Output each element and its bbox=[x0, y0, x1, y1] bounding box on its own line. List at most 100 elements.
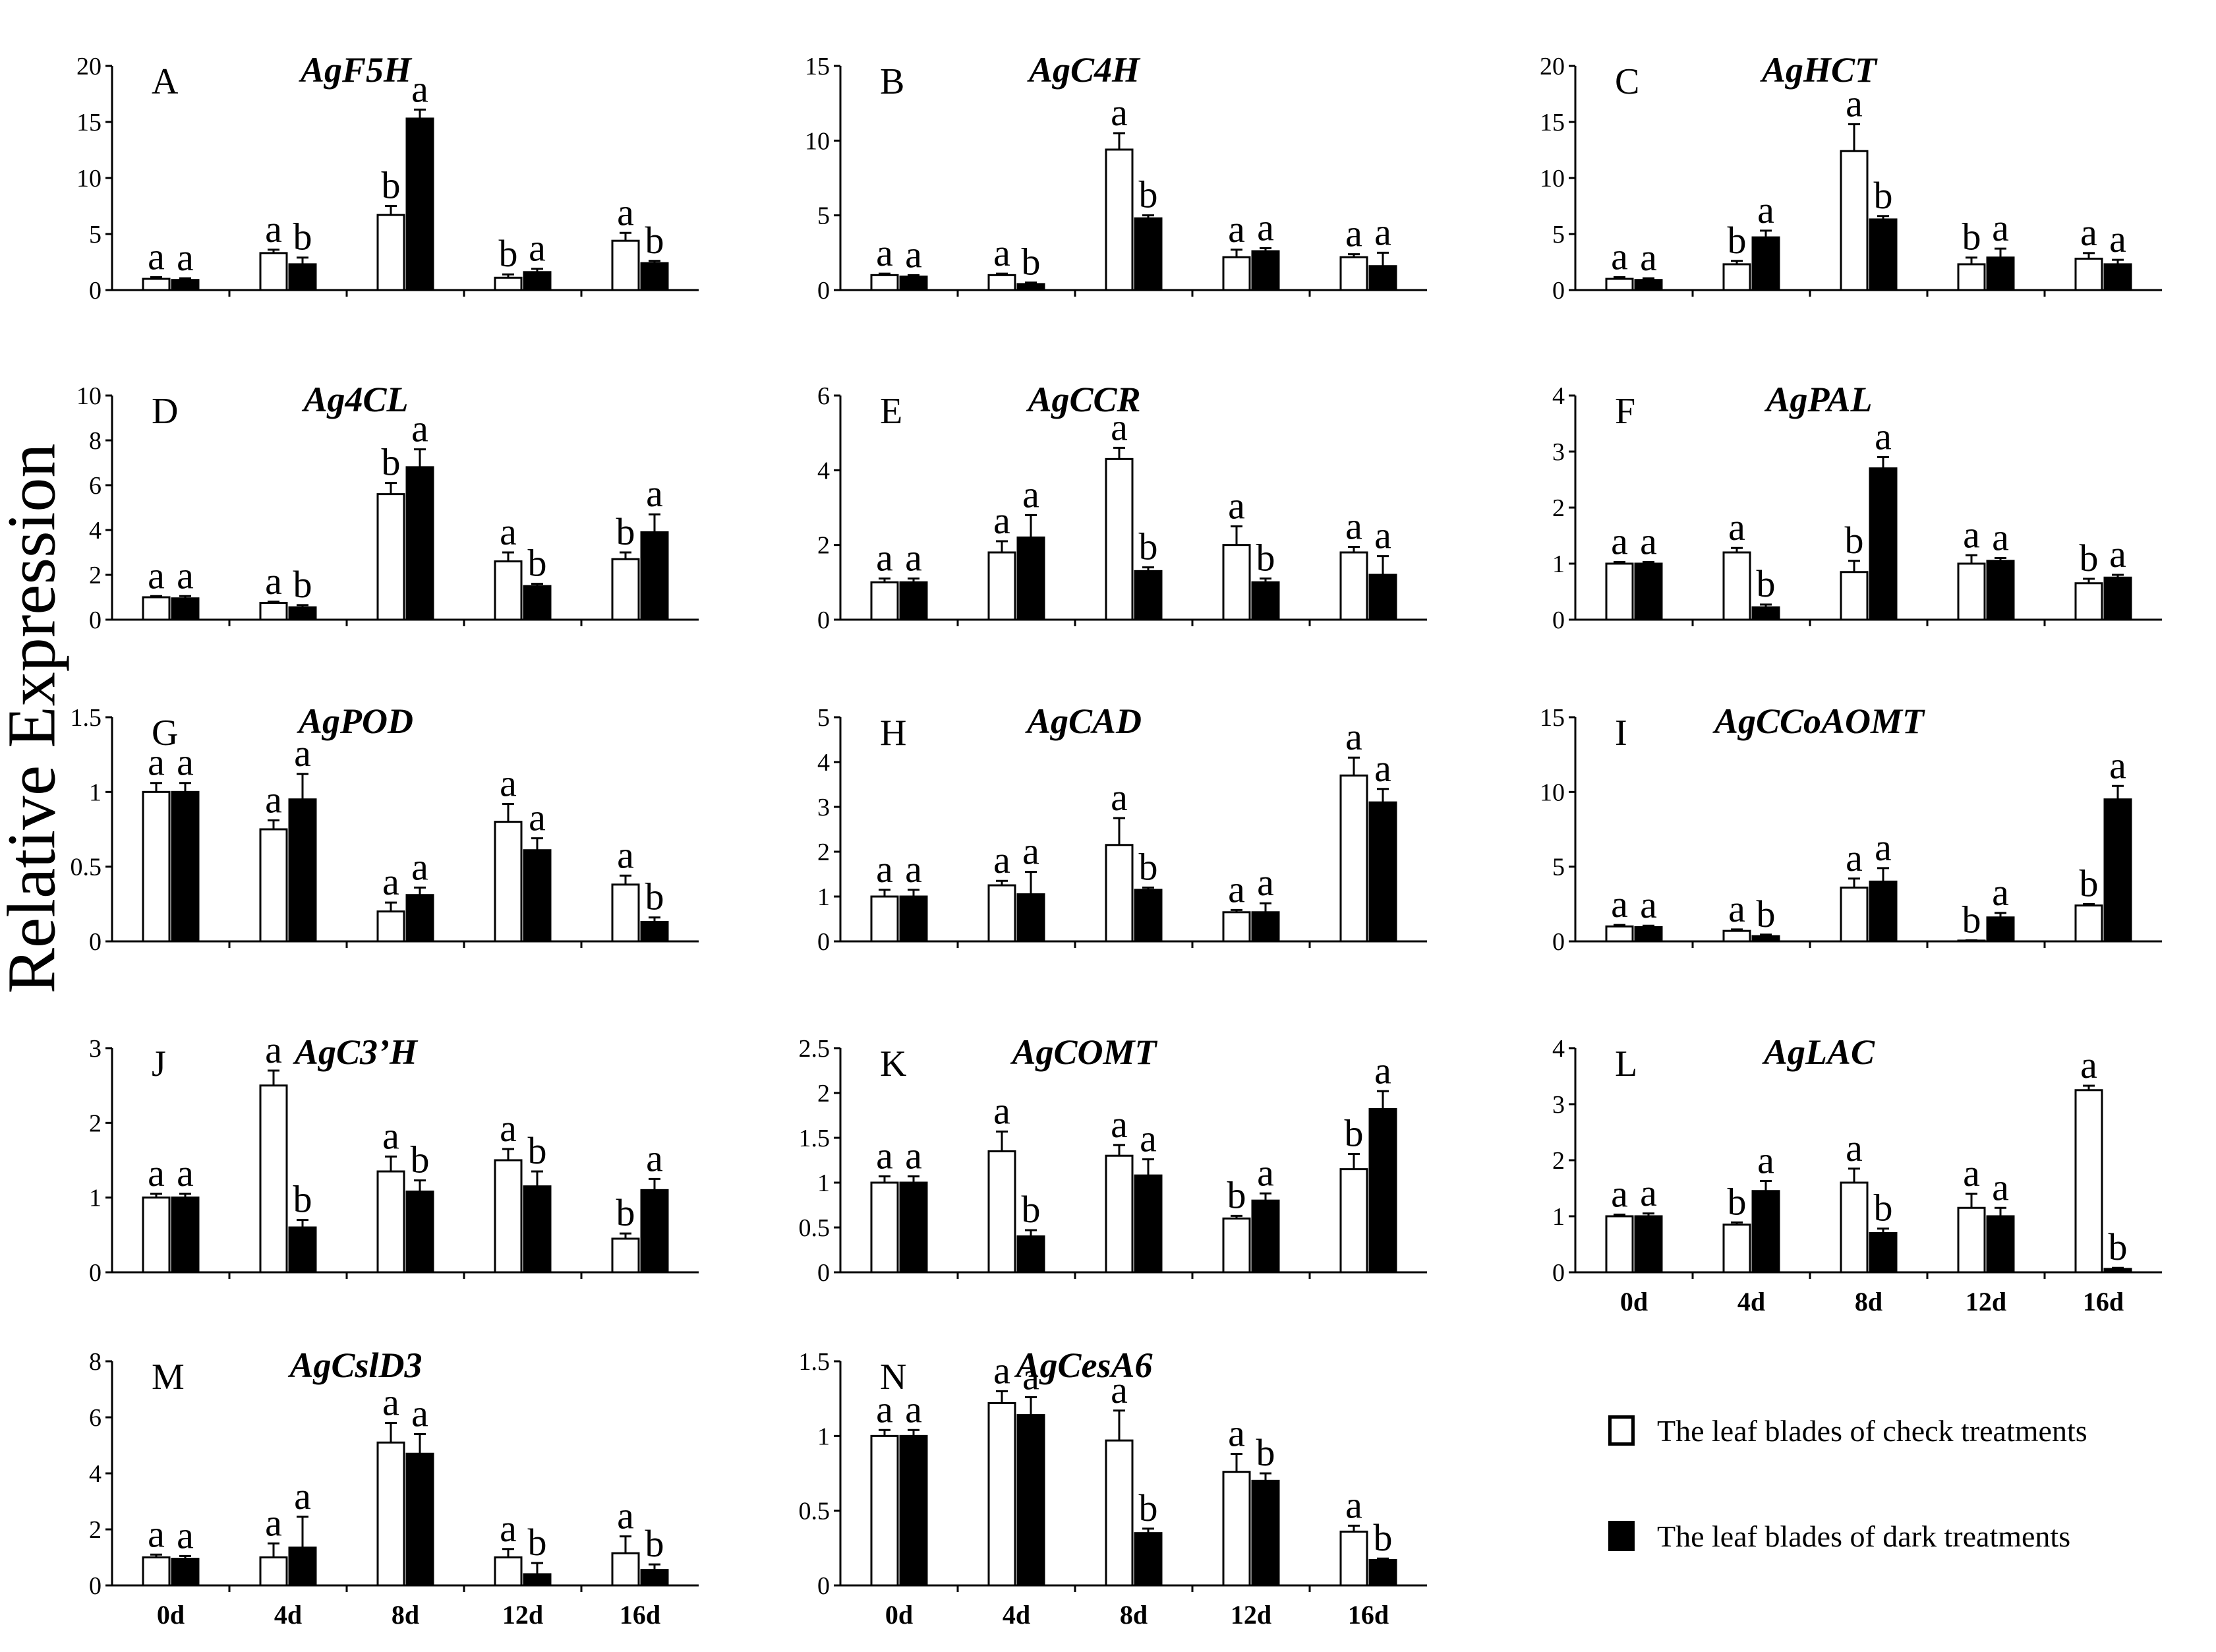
significance-letter: a bbox=[1374, 1049, 1391, 1092]
significance-letter: a bbox=[148, 554, 165, 597]
bar-dark-16d bbox=[2103, 798, 2132, 943]
y-tick-label: 4 bbox=[1552, 382, 1565, 410]
bar-check-12d bbox=[494, 276, 523, 291]
significance-letter: b bbox=[528, 1129, 547, 1172]
significance-letter: a bbox=[617, 833, 634, 876]
bar-dark-12d bbox=[1251, 581, 1280, 621]
significance-letter: a bbox=[1963, 513, 1980, 556]
bar-dark-12d bbox=[1251, 1479, 1280, 1587]
y-tick-label: 4 bbox=[817, 749, 830, 777]
bar-dark-12d bbox=[1986, 916, 2015, 943]
y-tick-label: 0 bbox=[1552, 606, 1565, 634]
y-tick-label: 1 bbox=[1552, 550, 1565, 578]
y-tick-label: 1.5 bbox=[799, 1125, 831, 1152]
y-tick-label: 8 bbox=[89, 1348, 102, 1376]
bar-check-16d bbox=[1339, 256, 1368, 291]
bar-dark-16d bbox=[2103, 576, 2132, 621]
panel-title: AgCCR bbox=[1026, 380, 1140, 419]
significance-letter: a bbox=[1374, 210, 1391, 253]
significance-letter: b bbox=[382, 164, 401, 207]
significance-letter: a bbox=[148, 1512, 165, 1555]
significance-letter: a bbox=[382, 860, 399, 903]
significance-letter: a bbox=[1257, 861, 1274, 904]
bar-dark-4d bbox=[288, 798, 317, 943]
significance-letter: a bbox=[1345, 1483, 1362, 1526]
y-tick-label: 1.5 bbox=[799, 1348, 831, 1376]
bar-check-16d bbox=[1339, 774, 1368, 943]
bar-check-16d bbox=[611, 558, 640, 621]
significance-letter: a bbox=[993, 1089, 1010, 1132]
bar-check-8d bbox=[1105, 1439, 1134, 1587]
bar-dark-4d bbox=[288, 1547, 317, 1587]
panel-title: AgHCT bbox=[1760, 50, 1878, 90]
significance-letter: b bbox=[293, 216, 312, 258]
y-tick-label: 15 bbox=[1540, 109, 1565, 136]
bar-check-0d bbox=[142, 596, 171, 621]
bar-dark-12d bbox=[1251, 1199, 1280, 1274]
significance-letter: a bbox=[1228, 484, 1245, 527]
y-tick-label: 2 bbox=[817, 839, 830, 866]
significance-letter: a bbox=[2080, 1044, 2097, 1086]
y-tick-label: 15 bbox=[805, 53, 830, 80]
legend-swatch-dark bbox=[1608, 1521, 1635, 1551]
bar-check-4d bbox=[1722, 551, 1751, 621]
y-tick-label: 4 bbox=[817, 457, 830, 485]
y-tick-label: 15 bbox=[76, 109, 102, 136]
legend-item-dark: The leaf blades of dark treatments bbox=[1608, 1516, 2087, 1556]
significance-letter: a bbox=[177, 741, 194, 784]
bar-check-16d bbox=[2074, 582, 2103, 621]
legend: The leaf blades of check treatments The … bbox=[1608, 1411, 2087, 1622]
significance-letter: a bbox=[1992, 1165, 2009, 1208]
bar-dark-4d bbox=[1016, 893, 1045, 943]
significance-letter: a bbox=[993, 231, 1010, 274]
significance-letter: a bbox=[1846, 1127, 1863, 1169]
bar-dark-0d bbox=[171, 1196, 200, 1274]
legend-label-dark: The leaf blades of dark treatments bbox=[1657, 1519, 2071, 1553]
panel-title: AgC3’H bbox=[293, 1032, 419, 1072]
significance-letter: a bbox=[294, 732, 311, 775]
bar-dark-0d bbox=[1634, 1215, 1663, 1274]
x-tick-label: 16d bbox=[2083, 1287, 2124, 1316]
y-tick-label: 5 bbox=[1552, 854, 1565, 881]
bar-check-16d bbox=[611, 239, 640, 291]
bar-dark-8d bbox=[1869, 880, 1898, 943]
panel-title: AgF5H bbox=[299, 50, 413, 90]
significance-letter: a bbox=[411, 845, 428, 888]
significance-letter: b bbox=[1962, 216, 1981, 258]
significance-letter: b bbox=[411, 1138, 430, 1181]
significance-letter: b bbox=[2080, 537, 2099, 579]
bar-check-4d bbox=[259, 252, 288, 291]
y-tick-label: 1 bbox=[89, 1185, 102, 1212]
significance-letter: b bbox=[1256, 537, 1275, 579]
panel-title: AgLAC bbox=[1762, 1032, 1875, 1072]
y-tick-label: 2 bbox=[817, 1080, 830, 1107]
bar-dark-0d bbox=[899, 1434, 928, 1587]
bar-dark-16d bbox=[1368, 265, 1397, 291]
legend-label-check: The leaf blades of check treatments bbox=[1657, 1413, 2087, 1448]
significance-letter: a bbox=[617, 191, 634, 233]
significance-letter: a bbox=[411, 1392, 428, 1435]
significance-letter: a bbox=[993, 499, 1010, 542]
bar-check-8d bbox=[376, 214, 405, 291]
bar-dark-4d bbox=[288, 263, 317, 291]
x-tick-label: 16d bbox=[620, 1600, 660, 1630]
y-tick-label: 2 bbox=[1552, 1147, 1565, 1175]
bar-check-0d bbox=[870, 1181, 899, 1274]
bar-check-8d bbox=[1840, 886, 1869, 943]
bar-check-4d bbox=[259, 1084, 288, 1274]
significance-letter: a bbox=[993, 1349, 1010, 1392]
significance-letter: b bbox=[1757, 562, 1776, 605]
y-tick-label: 20 bbox=[1540, 53, 1565, 80]
significance-letter: a bbox=[265, 1501, 282, 1544]
y-tick-label: 4 bbox=[89, 517, 102, 545]
bar-check-0d bbox=[870, 895, 899, 943]
y-tick-label: 2 bbox=[89, 1109, 102, 1137]
significance-letter: a bbox=[876, 1134, 893, 1177]
significance-letter: a bbox=[993, 839, 1010, 881]
bar-dark-0d bbox=[171, 790, 200, 943]
significance-letter: a bbox=[905, 537, 922, 579]
bar-dark-16d bbox=[2103, 263, 2132, 291]
significance-letter: a bbox=[148, 235, 165, 278]
